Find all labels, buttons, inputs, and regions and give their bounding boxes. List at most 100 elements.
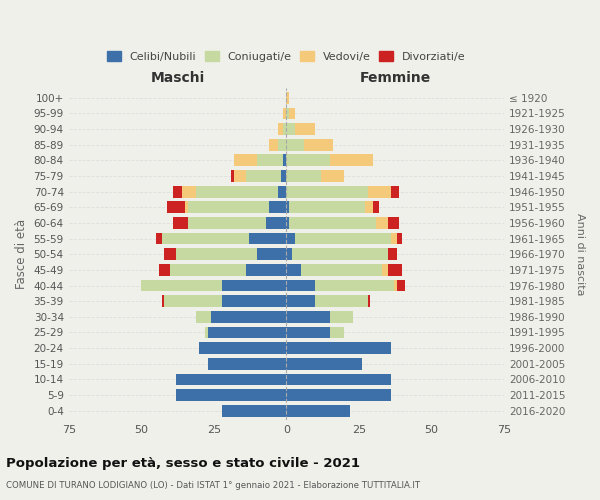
Bar (176, 374, 286, 386)
Legend: Celibi/Nubili, Coniugati/e, Vedovi/e, Divorziati/e: Celibi/Nubili, Coniugati/e, Vedovi/e, Di… (104, 48, 469, 65)
Bar (388, 248, 397, 260)
Bar (301, 264, 382, 276)
Bar (382, 264, 388, 276)
Bar (289, 217, 376, 229)
Bar (286, 280, 316, 291)
Bar (188, 202, 269, 213)
Bar (388, 264, 403, 276)
Bar (141, 280, 223, 291)
Bar (365, 202, 373, 213)
Bar (164, 296, 223, 307)
Bar (196, 311, 211, 322)
Bar (321, 170, 344, 182)
Bar (223, 405, 286, 416)
Bar (283, 108, 286, 120)
Bar (391, 186, 400, 198)
Text: COMUNE DI TURANO LODIGIANO (LO) - Dati ISTAT 1° gennaio 2021 - Elaborazione TUTT: COMUNE DI TURANO LODIGIANO (LO) - Dati I… (6, 481, 420, 490)
Bar (295, 123, 316, 135)
Bar (295, 232, 391, 244)
Bar (161, 232, 248, 244)
Bar (286, 264, 301, 276)
Bar (283, 154, 286, 166)
Bar (286, 232, 295, 244)
Bar (373, 202, 379, 213)
Bar (205, 326, 208, 338)
Bar (211, 311, 286, 322)
Bar (388, 217, 400, 229)
Bar (316, 280, 394, 291)
Bar (283, 123, 286, 135)
Bar (231, 170, 234, 182)
Text: Femmine: Femmine (359, 71, 431, 85)
Bar (156, 232, 161, 244)
Bar (286, 108, 289, 120)
Bar (391, 232, 397, 244)
Bar (286, 154, 330, 166)
Bar (278, 186, 286, 198)
Bar (257, 154, 283, 166)
Bar (158, 264, 170, 276)
Bar (397, 280, 405, 291)
Bar (167, 202, 185, 213)
Bar (278, 123, 283, 135)
Bar (269, 139, 278, 150)
Bar (286, 123, 295, 135)
Bar (286, 296, 316, 307)
Bar (281, 170, 286, 182)
Bar (199, 342, 286, 354)
Bar (330, 326, 344, 338)
Bar (286, 326, 330, 338)
Bar (292, 248, 388, 260)
Bar (286, 186, 368, 198)
Bar (286, 92, 289, 104)
Bar (286, 202, 289, 213)
Bar (208, 326, 286, 338)
Y-axis label: Fasce di età: Fasce di età (15, 219, 28, 290)
Bar (286, 389, 391, 401)
Y-axis label: Anni di nascita: Anni di nascita (575, 213, 585, 296)
Text: Popolazione per età, sesso e stato civile - 2021: Popolazione per età, sesso e stato civil… (6, 458, 360, 470)
Bar (286, 170, 321, 182)
Bar (397, 232, 403, 244)
Bar (330, 311, 353, 322)
Bar (245, 264, 286, 276)
Bar (257, 248, 286, 260)
Bar (278, 139, 286, 150)
Bar (286, 374, 391, 386)
Bar (170, 264, 245, 276)
Bar (223, 296, 286, 307)
Bar (286, 311, 330, 322)
Bar (394, 280, 397, 291)
Bar (286, 217, 289, 229)
Bar (161, 296, 164, 307)
Bar (176, 248, 257, 260)
Bar (234, 170, 245, 182)
Bar (173, 217, 188, 229)
Bar (286, 405, 350, 416)
Bar (289, 202, 365, 213)
Bar (289, 108, 295, 120)
Bar (266, 217, 286, 229)
Bar (234, 154, 257, 166)
Text: Maschi: Maschi (151, 71, 205, 85)
Bar (316, 296, 368, 307)
Bar (188, 217, 266, 229)
Bar (286, 248, 292, 260)
Bar (164, 248, 176, 260)
Bar (208, 358, 286, 370)
Bar (196, 186, 278, 198)
Bar (368, 186, 391, 198)
Bar (304, 139, 333, 150)
Bar (269, 202, 286, 213)
Bar (182, 186, 196, 198)
Bar (286, 342, 391, 354)
Bar (286, 139, 304, 150)
Bar (245, 170, 281, 182)
Bar (185, 202, 188, 213)
Bar (376, 217, 388, 229)
Bar (173, 186, 182, 198)
Bar (223, 280, 286, 291)
Bar (286, 358, 362, 370)
Bar (248, 232, 286, 244)
Bar (176, 389, 286, 401)
